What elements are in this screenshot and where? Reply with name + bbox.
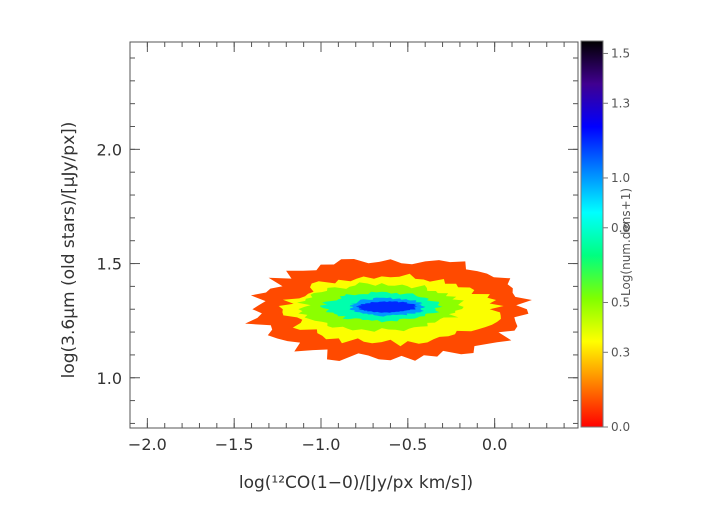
colorbar-tick-label: 1.5 (611, 46, 630, 60)
x-tick-label: −1.5 (215, 435, 254, 454)
y-tick-label: 1.0 (97, 369, 122, 388)
y-axis-title: log(3.6μm (old stars)/[μJy/px]) (59, 122, 79, 379)
colorbar-tick-label: 0.3 (611, 345, 630, 359)
x-tick-label: 0.0 (482, 435, 507, 454)
plot-area (245, 259, 532, 361)
colorbar-gradient (580, 40, 604, 428)
x-axis-title: log(¹²CO(1−0)/[Jy/px km/s]) (239, 473, 473, 493)
colorbar-tick-label: 0.5 (611, 295, 630, 309)
x-tick-label: −0.5 (388, 435, 427, 454)
colorbar-tick-label: 0.8 (611, 221, 630, 235)
density-region-5 (356, 301, 418, 313)
plot-frame (129, 41, 579, 429)
x-tick-label: −2.0 (128, 435, 167, 454)
axes: −2.0 −1.5 −1.0 −0.5 0.0 1.0 1.5 2.0 (97, 41, 579, 454)
y-tick-label: 2.0 (97, 140, 122, 159)
colorbar-tick-label: 1.3 (611, 96, 630, 110)
y-tick-label: 1.5 (97, 255, 122, 274)
colorbar-tick-label: 1.0 (611, 171, 630, 185)
colorbar-title: Log(num.dens+1) (619, 188, 633, 296)
colorbar: 0.0 0.3 0.5 0.8 1.0 1.3 1.5 (580, 40, 630, 434)
colorbar-tick-label: 0.0 (611, 420, 630, 434)
x-tick-label: −1.0 (302, 435, 341, 454)
